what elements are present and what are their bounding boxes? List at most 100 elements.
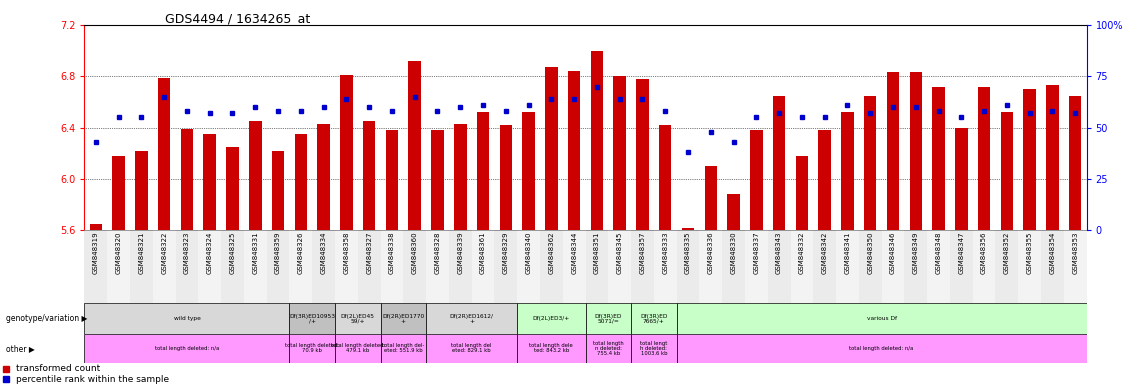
- Text: GSM848354: GSM848354: [1049, 232, 1055, 274]
- Bar: [835, 230, 859, 303]
- Bar: [517, 303, 586, 334]
- Bar: [1046, 85, 1058, 230]
- Bar: [129, 230, 153, 303]
- Text: GSM848340: GSM848340: [526, 232, 531, 274]
- Text: GSM848352: GSM848352: [1004, 232, 1010, 274]
- Bar: [563, 230, 586, 303]
- Text: GSM848334: GSM848334: [321, 232, 327, 274]
- Text: wild type: wild type: [173, 316, 200, 321]
- Bar: [586, 303, 631, 334]
- Bar: [381, 303, 426, 334]
- Text: total length deleted: n/a: total length deleted: n/a: [849, 346, 913, 351]
- Bar: [158, 78, 170, 230]
- Bar: [249, 121, 261, 230]
- Bar: [180, 129, 194, 230]
- Bar: [153, 230, 176, 303]
- Text: GSM848344: GSM848344: [571, 232, 578, 274]
- Bar: [772, 96, 785, 230]
- Bar: [363, 121, 375, 230]
- Text: GSM848349: GSM848349: [913, 232, 919, 274]
- Bar: [631, 230, 654, 303]
- Text: total length del
eted: 829.1 kb: total length del eted: 829.1 kb: [452, 343, 492, 354]
- Bar: [727, 194, 740, 230]
- Bar: [500, 125, 512, 230]
- Bar: [636, 79, 649, 230]
- Text: GSM848327: GSM848327: [366, 232, 373, 274]
- Text: GSM848333: GSM848333: [662, 232, 668, 275]
- Text: GSM848336: GSM848336: [708, 232, 714, 275]
- Bar: [289, 230, 312, 303]
- Bar: [198, 230, 221, 303]
- Bar: [403, 230, 426, 303]
- Text: GSM848345: GSM848345: [617, 232, 623, 274]
- Bar: [226, 147, 239, 230]
- Text: GSM848346: GSM848346: [890, 232, 896, 274]
- Text: total length deleted: n/a: total length deleted: n/a: [154, 346, 220, 351]
- Bar: [568, 71, 580, 230]
- Text: GSM848337: GSM848337: [753, 232, 759, 275]
- Bar: [955, 127, 967, 230]
- Bar: [312, 230, 336, 303]
- Bar: [654, 230, 677, 303]
- Bar: [267, 230, 289, 303]
- Bar: [768, 230, 790, 303]
- Text: Df(2R)ED1770
+: Df(2R)ED1770 +: [382, 313, 425, 324]
- Bar: [1069, 96, 1081, 230]
- Bar: [90, 224, 102, 230]
- Text: GSM848356: GSM848356: [981, 232, 988, 274]
- Bar: [426, 303, 517, 334]
- Bar: [841, 112, 854, 230]
- Bar: [221, 230, 244, 303]
- Bar: [864, 96, 876, 230]
- Bar: [295, 134, 307, 230]
- Bar: [472, 230, 494, 303]
- Bar: [409, 61, 421, 230]
- Text: GSM848358: GSM848358: [343, 232, 349, 274]
- Bar: [289, 334, 336, 363]
- Text: GSM848357: GSM848357: [640, 232, 645, 274]
- Text: GSM848350: GSM848350: [867, 232, 874, 274]
- Bar: [614, 76, 626, 230]
- Bar: [1018, 230, 1042, 303]
- Bar: [271, 151, 284, 230]
- Bar: [540, 230, 563, 303]
- Bar: [813, 230, 835, 303]
- Bar: [932, 87, 945, 230]
- Text: genotype/variation ▶: genotype/variation ▶: [6, 314, 87, 323]
- Text: GSM848324: GSM848324: [207, 232, 213, 274]
- Text: GSM848343: GSM848343: [776, 232, 783, 274]
- Bar: [176, 230, 198, 303]
- Bar: [722, 230, 745, 303]
- Text: GSM848322: GSM848322: [161, 232, 167, 274]
- Text: Df(2L)ED45
59/+: Df(2L)ED45 59/+: [341, 313, 375, 324]
- Bar: [790, 230, 813, 303]
- Bar: [381, 334, 426, 363]
- Bar: [84, 334, 289, 363]
- Bar: [476, 112, 490, 230]
- Bar: [887, 73, 900, 230]
- Bar: [431, 130, 444, 230]
- Text: GSM848339: GSM848339: [457, 232, 463, 275]
- Bar: [426, 230, 449, 303]
- Text: total length dele
ted: 843.2 kb: total length dele ted: 843.2 kb: [529, 343, 573, 354]
- Bar: [631, 334, 677, 363]
- Bar: [517, 230, 540, 303]
- Text: GSM848326: GSM848326: [297, 232, 304, 274]
- Text: GSM848362: GSM848362: [548, 232, 554, 274]
- Bar: [859, 230, 882, 303]
- Text: GSM848319: GSM848319: [92, 232, 99, 275]
- Bar: [318, 124, 330, 230]
- Text: GSM848332: GSM848332: [798, 232, 805, 274]
- Text: GSM848361: GSM848361: [480, 232, 486, 275]
- Bar: [659, 125, 671, 230]
- Text: GSM848341: GSM848341: [844, 232, 850, 274]
- Bar: [586, 230, 608, 303]
- Text: GSM848331: GSM848331: [252, 232, 258, 275]
- Text: Df(3R)ED
5071/=: Df(3R)ED 5071/=: [595, 313, 622, 324]
- Bar: [494, 230, 517, 303]
- Text: Df(3R)ED
7665/+: Df(3R)ED 7665/+: [641, 313, 668, 324]
- Bar: [336, 230, 358, 303]
- Bar: [995, 230, 1018, 303]
- Bar: [1064, 230, 1087, 303]
- Text: total length del-
eted: 551.9 kb: total length del- eted: 551.9 kb: [382, 343, 425, 354]
